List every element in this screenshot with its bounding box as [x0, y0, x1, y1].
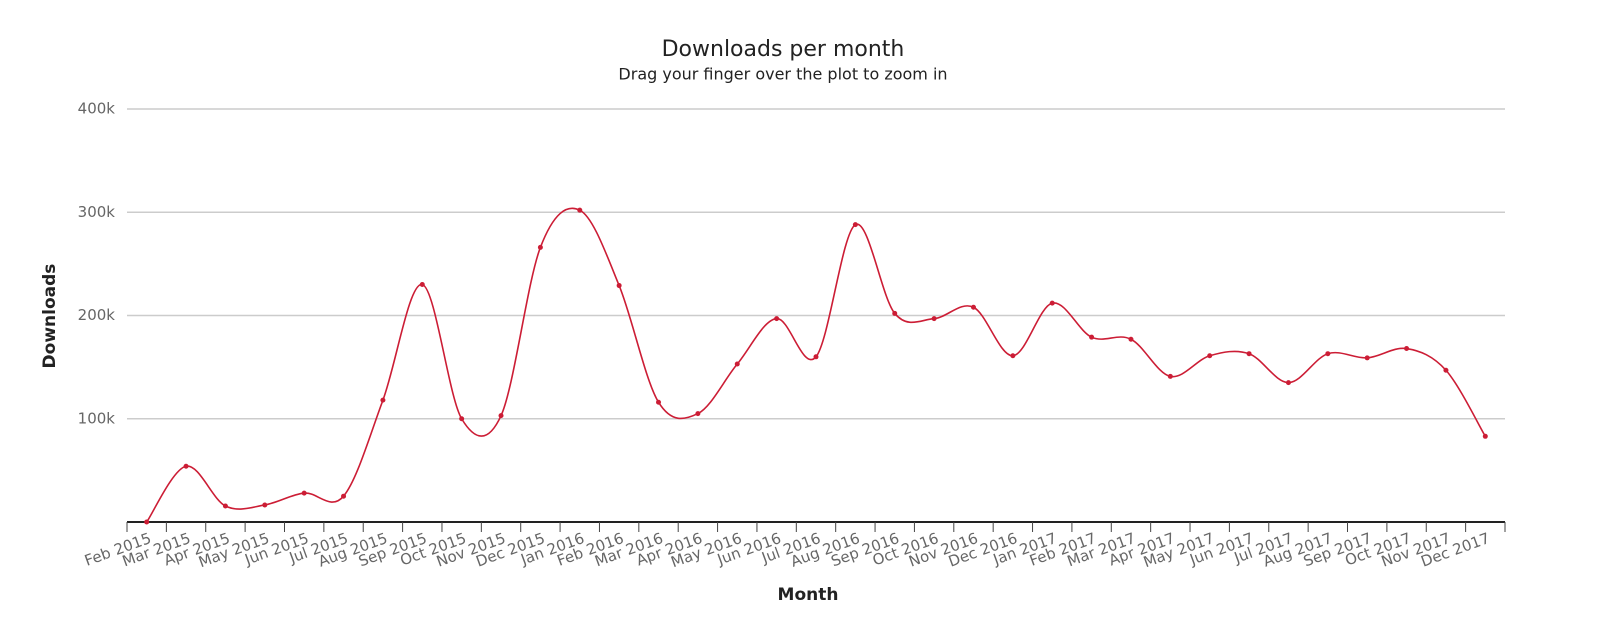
y-tick-label: 100k: [78, 409, 116, 427]
data-point: [931, 316, 937, 322]
data-point: [1364, 355, 1370, 361]
data-point: [774, 316, 780, 322]
data-point: [1128, 336, 1134, 342]
data-point: [459, 416, 465, 422]
data-point: [852, 222, 858, 228]
data-point: [222, 503, 228, 509]
data-point: [341, 493, 347, 499]
data-point: [734, 361, 740, 367]
data-point: [970, 304, 976, 310]
y-tick-label: 200k: [78, 306, 116, 324]
data-point: [1010, 353, 1016, 359]
data-point: [577, 207, 583, 213]
data-point: [1482, 433, 1488, 439]
data-point: [301, 490, 307, 496]
chart-subtitle: Drag your finger over the plot to zoom i…: [618, 65, 947, 84]
chart-title: Downloads per month: [662, 37, 905, 62]
data-point: [1285, 380, 1291, 386]
data-point: [1049, 300, 1055, 306]
data-point: [656, 399, 662, 405]
data-point: [1443, 367, 1449, 373]
data-point: [419, 282, 425, 288]
data-point: [537, 244, 543, 250]
y-tick-label: 300k: [78, 203, 116, 221]
data-point: [616, 283, 622, 289]
data-point: [1167, 373, 1173, 379]
data-point: [1325, 351, 1331, 357]
data-point: [813, 354, 819, 360]
data-line: [146, 207, 1486, 523]
y-axis-title: Downloads: [40, 264, 60, 369]
data-point: [380, 397, 386, 403]
data-point: [1207, 353, 1213, 359]
data-point: [695, 411, 701, 417]
data-point: [262, 502, 268, 508]
data-point: [892, 310, 898, 316]
data-point: [1089, 334, 1095, 340]
data-point: [183, 463, 189, 469]
data-point: [1404, 346, 1410, 352]
x-axis-title: Month: [778, 585, 839, 605]
data-point: [1246, 351, 1252, 357]
y-tick-label: 400k: [78, 100, 116, 118]
data-point: [498, 413, 504, 419]
data-point: [144, 519, 150, 525]
